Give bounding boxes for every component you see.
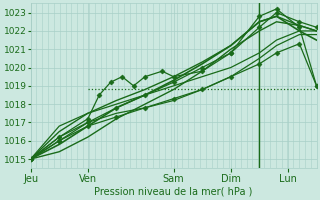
X-axis label: Pression niveau de la mer( hPa ): Pression niveau de la mer( hPa )	[94, 187, 253, 197]
